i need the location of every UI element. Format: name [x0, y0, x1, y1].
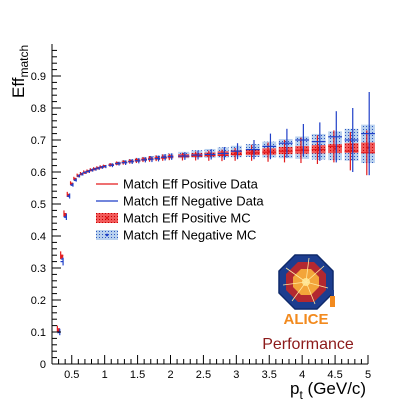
x-axis-ticks: 0.5 1 1.5 2 2.5 3 3.5 4 4.5 5: [58, 355, 371, 381]
x-axis-title-unit: (GeV/c): [303, 379, 366, 398]
x-tick-label: 5: [365, 369, 371, 381]
y-tick-label: 0.6: [31, 167, 46, 179]
legend: Match Eff Positive Data Match Eff Negativ…: [96, 177, 264, 243]
alice-logo: ALICE: [278, 254, 335, 328]
legend-marker-match-eff-positive-mc: [105, 216, 109, 220]
x-axis-title-main: p: [290, 379, 299, 398]
legend-label-match-eff-negative-data: Match Eff Negative Data: [123, 194, 264, 209]
x-axis-title-subscript: t: [299, 388, 303, 402]
legend-label-match-eff-negative-mc: Match Eff Negative MC: [123, 228, 256, 243]
x-tick-label: 4: [299, 369, 305, 381]
y-tick-label: 0.4: [31, 231, 46, 243]
x-axis-title: pt (GeV/c): [290, 379, 366, 402]
y-axis-ticks: 0 0.1 0.2 0.3 0.4 0.5 0.6 0.7 0.8 0.9: [31, 49, 61, 371]
x-tick-label: 3: [233, 369, 239, 381]
y-axis-title-subscript: match: [17, 45, 31, 78]
legend-label-match-eff-positive-mc: Match Eff Positive MC: [123, 211, 251, 226]
data-points-layer: [56, 92, 375, 336]
y-tick-label: 0.2: [31, 295, 46, 307]
legend-label-match-eff-positive-data: Match Eff Positive Data: [123, 177, 259, 192]
y-tick-label: 0.8: [31, 103, 46, 115]
y-tick-label: 0.1: [31, 327, 46, 339]
x-tick-label: 2: [167, 369, 173, 381]
performance-label: Performance: [262, 336, 354, 353]
x-tick-label: 0.5: [64, 369, 79, 381]
alice-logo-text: ALICE: [284, 311, 329, 328]
x-tick-label: 3.5: [262, 369, 277, 381]
y-axis-title-main: Eff: [9, 77, 28, 98]
y-tick-label: 0.5: [31, 199, 46, 211]
x-tick-label: 2.5: [196, 369, 211, 381]
y-tick-label: 0.9: [31, 71, 46, 83]
y-axis-title: Effmatch: [9, 45, 31, 98]
positive-mc-marker: [235, 151, 238, 154]
x-tick-label: 1.5: [130, 369, 145, 381]
alice-logo-emblem: [278, 254, 335, 310]
x-tick-label: 4.5: [327, 369, 342, 381]
y-tick-label: 0.3: [31, 263, 46, 275]
legend-marker-match-eff-negative-mc: [105, 233, 109, 237]
y-tick-label: 0.7: [31, 135, 46, 147]
x-tick-label: 1: [102, 369, 108, 381]
positive-mc-marker: [60, 255, 64, 258]
y-tick-label: 0: [40, 359, 46, 371]
